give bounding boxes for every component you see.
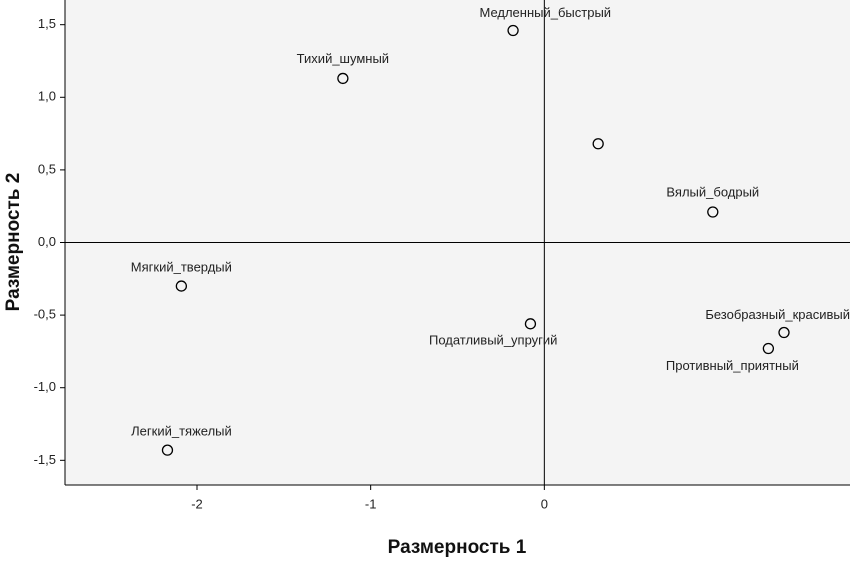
point <box>337 72 349 85</box>
y-tick-label: -1,5 <box>34 452 56 467</box>
point-label: Вялый_бодрый <box>666 184 759 199</box>
x-tick-label: -1 <box>365 496 377 511</box>
y-tick-label: 0,0 <box>38 234 56 249</box>
point <box>507 24 519 37</box>
y-tick-label: -1,0 <box>34 379 56 394</box>
y-axis-title: Размерность 2 <box>3 173 24 312</box>
point-label: Мягкий_твердый <box>131 260 232 275</box>
point-label: Безобразный_красивый <box>705 307 850 322</box>
x-tick-label: 0 <box>541 496 548 511</box>
x-tick-label: -2 <box>191 496 203 511</box>
point-label: Легкий_тяжелый <box>131 424 232 439</box>
point <box>707 206 719 218</box>
x-axis-title: Размерность 1 <box>388 537 527 558</box>
point <box>762 342 775 355</box>
point <box>175 280 188 292</box>
point <box>161 444 174 456</box>
y-tick-label: 1,0 <box>38 89 56 104</box>
point-label: Медленный_быстрый <box>479 5 611 20</box>
point-label: Податливый_упругий <box>429 332 557 347</box>
y-tick-label: 0,5 <box>38 161 56 176</box>
point-label: Противный_приятный <box>666 358 799 373</box>
point <box>592 138 604 150</box>
y-tick-label: 1,5 <box>38 16 56 31</box>
point <box>524 318 537 330</box>
point <box>778 326 790 339</box>
y-tick-label: -0,5 <box>34 307 56 322</box>
point-label: Тихий_шумный <box>297 51 389 66</box>
